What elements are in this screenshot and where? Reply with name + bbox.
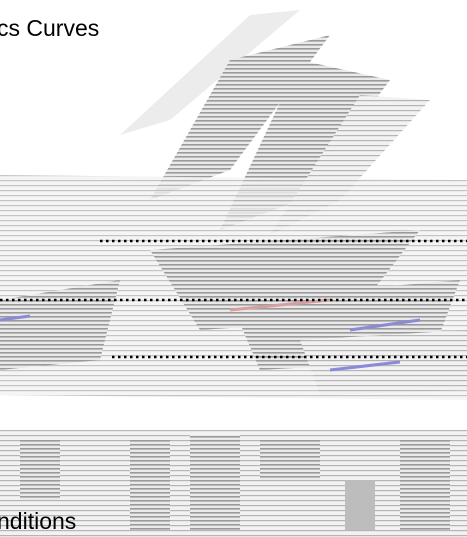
title: cs Curves <box>0 15 99 41</box>
dotted-lines <box>0 239 467 359</box>
background-streaks <box>0 10 467 400</box>
block-glitch <box>0 430 467 537</box>
footer-text: nditions <box>0 508 76 534</box>
